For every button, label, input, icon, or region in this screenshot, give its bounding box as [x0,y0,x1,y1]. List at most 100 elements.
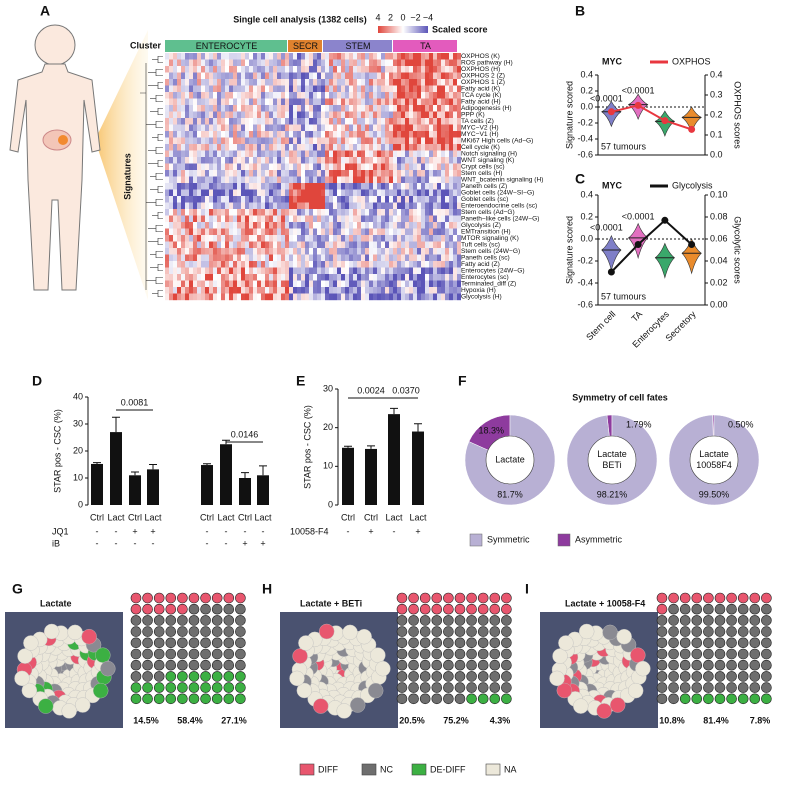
heatmap-cell [313,105,317,112]
heatmap-cell [433,209,437,216]
heatmap-cell [385,111,389,119]
heatmap-cell [217,196,221,203]
waffle-dot [188,603,200,615]
heatmap-cell [321,209,325,216]
heatmap-cell [389,137,393,145]
heatmap-cell [441,124,445,132]
y-tick-label: 30 [73,418,83,428]
organoid-cell [350,697,366,713]
heatmap-cell [229,235,233,242]
waffle-dot [477,682,489,693]
waffle-dot [200,671,211,682]
heatmap-cell [241,267,245,275]
waffle-dot [726,592,737,604]
x-tick-label: Lact [217,512,235,522]
heatmap-cell [425,209,429,216]
heatmap-cells [165,53,461,301]
heatmap-cell [409,124,413,132]
heatmap-cell [349,72,353,80]
heatmap-cell [209,98,213,106]
heatmap-cell [205,261,209,268]
heatmap-cell [409,228,413,236]
heatmap-cell [413,222,417,229]
waffle-dot [153,637,165,649]
cluster-label: Cluster [130,40,162,50]
heatmap-cell [305,163,309,171]
waffle-dot [489,592,501,604]
heatmap-cell [189,111,193,119]
waffle-dot [679,603,691,615]
waffle-dot [235,648,246,660]
heatmap-cell [453,274,457,281]
heatmap-cell [397,85,401,93]
heatmap-cell [169,131,173,138]
heatmap-cell [381,66,385,73]
heatmap-cell [397,196,401,203]
heatmap-cell [221,79,225,86]
heatmap-cell [225,209,229,216]
heatmap-cell [341,176,345,184]
y-tick-label: 0.2 [580,85,593,95]
heatmap-cell [409,98,413,106]
heatmap-cell [205,66,209,73]
heatmap-cell [185,287,189,294]
heatmap-cell [245,183,249,190]
heatmap-cell [181,118,185,125]
heatmap-cell [193,202,197,210]
heatmap-cell [337,202,341,210]
heatmap-cell [305,59,309,67]
waffle-dot [130,682,142,693]
heatmap-cell [345,79,349,86]
heatmap-cell [289,124,293,132]
signature-label: Goblet cells (24W−SI−G) [461,190,534,197]
heatmap-cell [257,157,261,164]
heatmap-cell [253,144,257,151]
heatmap-cell [425,124,429,132]
heatmap-cell [337,105,341,112]
heatmap-cell [333,105,337,112]
signature-label: Fatty acid (H) [461,99,501,106]
heatmap-cell [325,293,329,301]
heatmap-cell [409,170,413,177]
waffle-dot [726,648,737,660]
waffle-dot [466,592,477,604]
heatmap-cell [341,215,345,223]
heatmap-cell [449,157,453,164]
heatmap-cell [269,176,273,184]
signature-label: WNT signaling (K) [461,157,514,164]
heatmap-cell [413,131,417,138]
heatmap-cell [305,215,309,223]
heatmap-cell [421,98,425,106]
heatmap-cell [237,59,241,67]
heatmap-cell [189,163,193,171]
heatmap-cell [293,215,297,223]
heatmap-cell [213,183,217,190]
heatmap-cell [421,202,425,210]
heatmap-cell [253,137,257,145]
waffle-dot [691,615,703,626]
heatmap-cell [205,85,209,93]
heatmap-cell [317,98,321,106]
heatmap-cell [437,176,441,184]
heatmap-cell [453,144,457,151]
heatmap-cell [369,53,373,60]
heatmap-cell [397,189,401,197]
heatmap-cell [173,261,177,268]
bar [220,444,232,505]
heatmap-cell [437,131,441,138]
heatmap-cell [285,189,289,197]
heatmap-cell [237,189,241,197]
heatmap-cell [249,170,253,177]
heatmap-cell [309,59,313,67]
y-tick-label: 0.0 [580,101,593,111]
heatmap-cell [369,124,373,132]
heatmap-cell [381,92,385,99]
heatmap-cell [289,157,293,164]
dendrogram-branch [157,211,163,220]
heatmap-cell [169,202,173,210]
heatmap-cell [437,72,441,80]
heatmap-cell [209,209,213,216]
heatmap-cell [289,111,293,119]
waffle-dot [714,693,726,705]
heatmap-cell [453,293,457,301]
